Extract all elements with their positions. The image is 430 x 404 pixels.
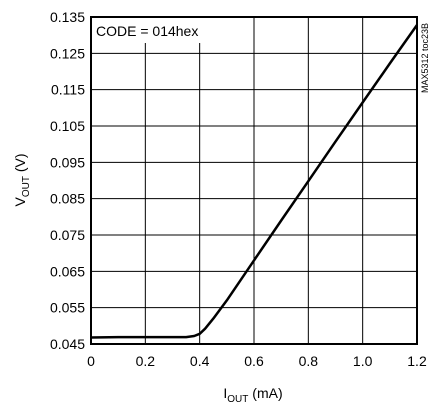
y-axis-label-main: V [12, 197, 28, 207]
y-axis-label-rest: (V) [12, 153, 28, 176]
y-tick-label: 0.095 [50, 154, 85, 170]
y-tick-label: 0.115 [51, 82, 85, 98]
side-label: MAX5312 toc23B [420, 23, 430, 93]
y-tick-label: 0.045 [50, 336, 85, 352]
x-axis-label-main: I [223, 385, 227, 401]
x-tick-label: 0.6 [244, 353, 264, 369]
x-axis-label: IOUT (mA) [223, 385, 282, 404]
y-tick-label: 0.075 [50, 227, 85, 243]
x-tick-labels: 0 0.2 0.4 0.6 0.8 1.0 1.2 [87, 353, 427, 369]
x-tick-label: 1.2 [407, 353, 427, 369]
x-tick-label: 0.8 [299, 353, 319, 369]
series-line [90, 24, 419, 339]
y-axis-label-sub: OUT [21, 176, 32, 197]
y-axis-label: VOUT (V) [12, 153, 32, 206]
x-tick-label: 1.0 [353, 353, 373, 369]
y-tick-label: 0.055 [50, 300, 85, 316]
y-tick-label: 0.125 [50, 45, 85, 61]
annotation-box [92, 18, 203, 43]
y-tick-label: 0.105 [50, 118, 85, 134]
x-tick-label: 0.4 [190, 353, 210, 369]
plot-frame [90, 16, 418, 345]
y-tick-label: 0.085 [50, 191, 85, 207]
x-axis-label-sub: OUT [227, 394, 248, 404]
x-tick-label: 0.2 [136, 353, 156, 369]
grid-lines [91, 17, 417, 344]
x-axis-label-rest: (mA) [248, 385, 282, 401]
annotation-text: CODE = 014hex [96, 23, 198, 39]
y-tick-labels: 0.045 0.055 0.065 0.075 0.085 0.095 0.105 0.115… [50, 9, 85, 352]
x-tick-label: 0 [87, 353, 95, 369]
y-tick-label: 0.065 [50, 263, 85, 279]
y-tick-label: 0.135 [50, 9, 85, 25]
